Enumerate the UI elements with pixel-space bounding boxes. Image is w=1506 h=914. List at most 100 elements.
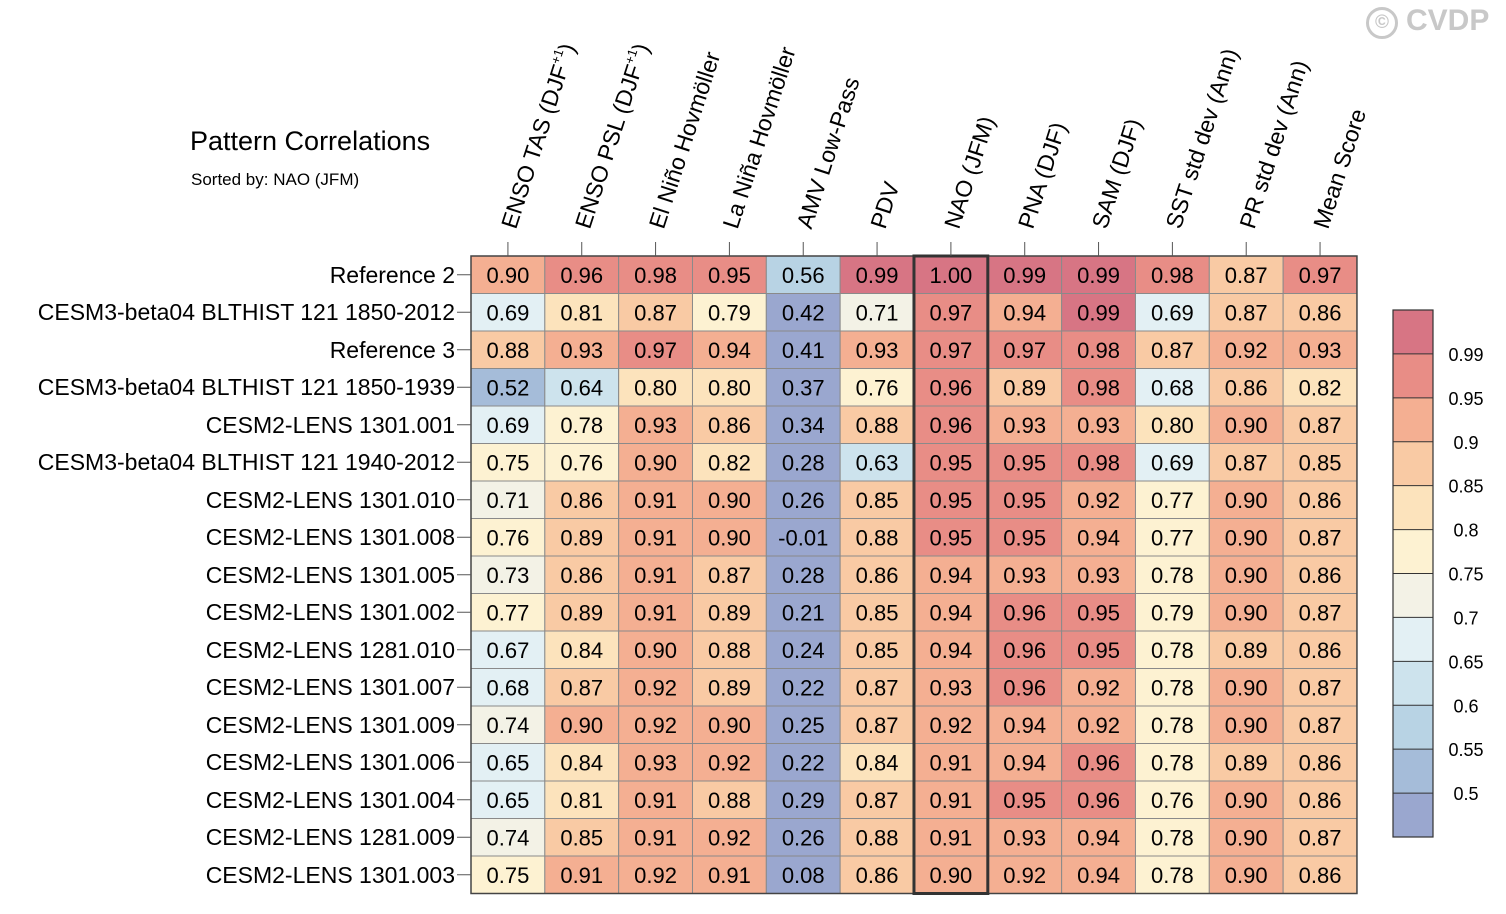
cell-value: 0.79 (1151, 600, 1194, 625)
cell-value: 0.92 (1077, 675, 1120, 700)
chart-title: Pattern Correlations (190, 126, 431, 156)
cell-value: 0.94 (1077, 863, 1120, 888)
cell-value: 0.87 (1299, 675, 1342, 700)
row-label: CESM2-LENS 1301.001 (205, 411, 455, 438)
colorbar-label: 0.65 (1448, 652, 1483, 672)
cell-value: 0.73 (487, 563, 530, 588)
heatmap-cell (1282, 705, 1358, 744)
heatmap-cell (1061, 780, 1136, 819)
heatmap-cell (691, 855, 767, 894)
cell-value: 0.90 (1225, 525, 1268, 550)
heatmap-cell (470, 593, 546, 632)
cell-value: 0.77 (1151, 525, 1194, 550)
cell-value: 0.69 (1151, 300, 1194, 325)
heatmap-cell (1282, 668, 1358, 707)
watermark-text: CVDP (1406, 4, 1490, 37)
heatmap-cell (1061, 743, 1136, 782)
heatmap-cell (839, 405, 915, 444)
cell-value: 0.93 (1003, 413, 1046, 438)
heatmap-cell (839, 518, 915, 557)
heatmap-cell (618, 443, 693, 482)
heatmap-cell (691, 330, 767, 369)
cell-value: 0.78 (1151, 825, 1194, 850)
colorbar-segment (1393, 529, 1433, 574)
heatmap-cell (839, 443, 915, 482)
cell-value: 0.87 (856, 713, 899, 738)
heatmap-cell (544, 518, 620, 557)
cell-value: 0.71 (856, 300, 899, 325)
heatmap-cell (839, 593, 915, 632)
cell-value: 0.89 (708, 600, 751, 625)
heatmap-cell (839, 855, 915, 894)
cell-value: 0.92 (1077, 713, 1120, 738)
cell-value: 0.95 (929, 450, 972, 475)
cell-value: 0.21 (782, 600, 825, 625)
cell-value: 0.37 (782, 375, 825, 400)
heatmap-cell (1282, 405, 1358, 444)
cell-value: 0.86 (1299, 788, 1342, 813)
heatmap-cell (765, 443, 841, 482)
column-label: AMV Low-Pass (791, 74, 864, 232)
heatmap-cell (618, 818, 693, 857)
cell-value: 0.90 (560, 713, 603, 738)
heatmap-cell (1282, 743, 1358, 782)
heatmap-cell (618, 743, 693, 782)
cell-value: 0.97 (929, 300, 972, 325)
cell-value: 0.96 (1003, 600, 1046, 625)
colorbar-label: 0.55 (1448, 740, 1483, 760)
row-labels: Reference 2 CESM3-beta04 BLTHIST 121 1850… (0, 0, 455, 914)
colorbar-segment (1393, 793, 1433, 837)
heatmap-cell (1061, 818, 1136, 857)
heatmap-cell (765, 480, 841, 519)
heatmap-cell (1061, 330, 1136, 369)
cell-value: 0.76 (487, 525, 530, 550)
cell-value: 0.28 (782, 450, 825, 475)
heatmap-cell (1134, 743, 1210, 782)
cell-value: 0.92 (708, 825, 751, 850)
colorbar-segment (1393, 705, 1433, 750)
cell-value: 0.87 (1225, 300, 1268, 325)
column-label: Mean Score (1308, 106, 1371, 232)
heatmap-cell (544, 818, 620, 857)
cell-value: 0.25 (782, 713, 825, 738)
cell-value: 0.78 (560, 413, 603, 438)
cell-value: 0.95 (929, 488, 972, 513)
heatmap-cell (987, 855, 1063, 894)
heatmap-cell (1208, 330, 1284, 369)
colorbar-segment (1393, 661, 1433, 706)
cell-value: 0.82 (1299, 375, 1342, 400)
cell-value: 0.99 (1077, 263, 1120, 288)
cell-value: 0.34 (782, 413, 825, 438)
row-label: CESM3-beta04 BLTHIST 121 1850-2012 (37, 299, 455, 326)
cell-value: 0.80 (1151, 413, 1194, 438)
heatmap-cell (765, 630, 841, 669)
cell-value: 0.75 (487, 863, 530, 888)
heatmap-cell (618, 405, 693, 444)
cell-value: 0.80 (634, 375, 677, 400)
heatmap-cell (913, 555, 989, 594)
cell-value: 0.84 (560, 638, 603, 663)
cell-value: 0.87 (560, 675, 603, 700)
cell-value: 0.90 (487, 263, 530, 288)
heatmap-cell (1282, 480, 1358, 519)
cell-value: 0.92 (634, 713, 677, 738)
heatmap-cell (1282, 593, 1358, 632)
cell-value: 0.95 (1003, 488, 1046, 513)
cell-value: 0.65 (487, 788, 530, 813)
heatmap-cell (1134, 668, 1210, 707)
cell-value: 0.93 (1299, 338, 1342, 363)
cell-value: 0.68 (1151, 375, 1194, 400)
heatmap-cell (544, 555, 620, 594)
heatmap-cell (470, 780, 546, 819)
heatmap-cell (765, 405, 841, 444)
cell-value: 0.77 (1151, 488, 1194, 513)
heatmap-cell (618, 555, 693, 594)
heatmap-cell (1134, 293, 1210, 332)
heatmap-cell (1134, 630, 1210, 669)
cell-value: 0.95 (1003, 788, 1046, 813)
cell-value: 0.74 (487, 713, 530, 738)
cell-value: 0.87 (708, 563, 751, 588)
colorbar-label: 0.5 (1453, 784, 1478, 804)
cell-value: 0.87 (1225, 450, 1268, 475)
row-label: CESM2-LENS 1281.010 (205, 636, 455, 663)
